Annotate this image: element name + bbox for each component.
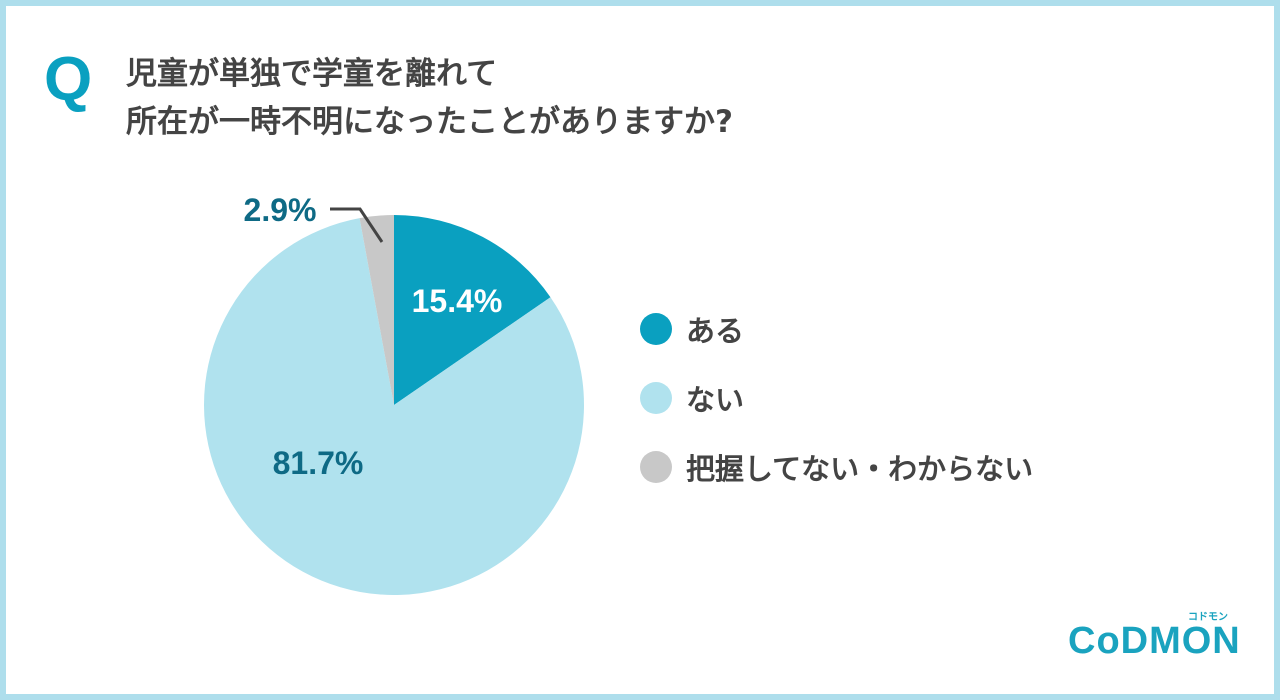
data-label-1: 81.7% bbox=[273, 445, 364, 481]
data-label-2: 2.9% bbox=[244, 192, 317, 228]
codmon-logo: CoDMON コドモン bbox=[1068, 612, 1241, 662]
legend-item-unknown: 把握してない・わからない bbox=[640, 448, 1033, 486]
pie-slice-0 bbox=[394, 215, 551, 405]
legend: ある ない 把握してない・わからない bbox=[640, 310, 1033, 517]
legend-item-aru: ある bbox=[640, 310, 1033, 348]
question-mark: Q bbox=[44, 45, 93, 114]
title-line-1: 児童が単独で学童を離れて bbox=[126, 56, 498, 92]
pie-slice-1 bbox=[204, 218, 584, 595]
legend-item-nai: ない bbox=[640, 379, 1033, 417]
legend-label: 把握してない・わからない bbox=[686, 452, 1034, 486]
legend-swatch bbox=[640, 313, 672, 345]
legend-swatch bbox=[640, 451, 672, 483]
data-label-0: 15.4% bbox=[412, 283, 503, 319]
pie-slice-2 bbox=[359, 215, 394, 405]
legend-label: ない bbox=[686, 383, 745, 417]
leader-line bbox=[330, 207, 384, 243]
page-title: 児童が単独で学童を離れて 所在が一時不明になったことがありますか? bbox=[126, 50, 733, 146]
legend-swatch bbox=[640, 382, 672, 414]
title-line-2: 所在が一時不明になったことがありますか? bbox=[126, 104, 733, 140]
legend-label: ある bbox=[686, 314, 745, 348]
